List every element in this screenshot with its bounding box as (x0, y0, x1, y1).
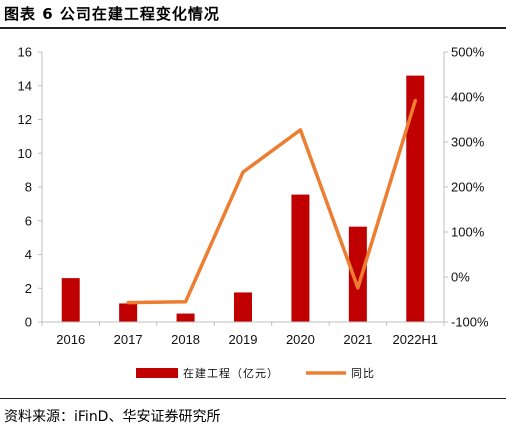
axes: 0 2 4 6 8 10 12 14 16 -100% 0% 100% 200% 300% 400% 500%… (18, 45, 489, 348)
bar-2022H1 (406, 75, 425, 322)
legend: 在建工程（亿元） 同比 (136, 366, 375, 380)
chart-title: 图表 6 公司在建工程变化情况 (4, 5, 220, 23)
source-note: 资料来源：iFinD、华安证券研究所 (4, 409, 221, 425)
y-left-tick-label: 8 (25, 180, 32, 195)
y-right-tick-label: -100% (451, 315, 489, 330)
yoy-line (126, 98, 418, 305)
x-tick-label: 2019 (229, 332, 258, 347)
y-right-tick-label: 500% (451, 45, 485, 60)
legend-swatch-bar (136, 368, 178, 378)
y-right-tick-label: 100% (451, 225, 485, 240)
bar-2017 (119, 303, 138, 322)
y-left-tick-label: 0 (25, 315, 32, 330)
bar-2018 (176, 313, 195, 322)
y-right-tick-label: 400% (451, 90, 485, 105)
legend-label-line: 同比 (351, 367, 375, 380)
x-tick-label: 2021 (343, 332, 372, 347)
y-right-tick-label: 300% (451, 135, 485, 150)
y-left-tick-label: 4 (25, 247, 32, 262)
title-divider (0, 27, 506, 29)
bar-2016 (61, 278, 80, 322)
y-right-tick-label: 0% (451, 270, 470, 285)
x-tick-label: 2022H1 (393, 332, 439, 347)
x-tick-label: 2016 (56, 332, 85, 347)
y-left-tick-label: 6 (25, 213, 32, 228)
x-tick-label: 2020 (286, 332, 315, 347)
y-left-tick-label: 12 (18, 112, 32, 127)
combo-chart: 0 2 4 6 8 10 12 14 16 -100% 0% 100% 200% 300% 400% 500%… (18, 45, 489, 381)
y-left-tick-label: 16 (18, 45, 32, 60)
line-series (126, 98, 418, 305)
bar-2019 (234, 292, 252, 322)
y-left-tick-label: 14 (18, 78, 32, 93)
y-left-tick-label: 2 (25, 281, 32, 296)
bar-2020 (291, 194, 310, 322)
y-right-tick-label: 200% (451, 180, 485, 195)
bar-series (61, 75, 425, 322)
source-divider (0, 398, 506, 399)
x-tick-label: 2017 (114, 332, 143, 347)
bar-2021 (348, 226, 367, 322)
y-left-tick-label: 10 (18, 146, 32, 161)
legend-label-bar: 在建工程（亿元） (183, 366, 279, 380)
x-tick-label: 2018 (171, 332, 200, 347)
